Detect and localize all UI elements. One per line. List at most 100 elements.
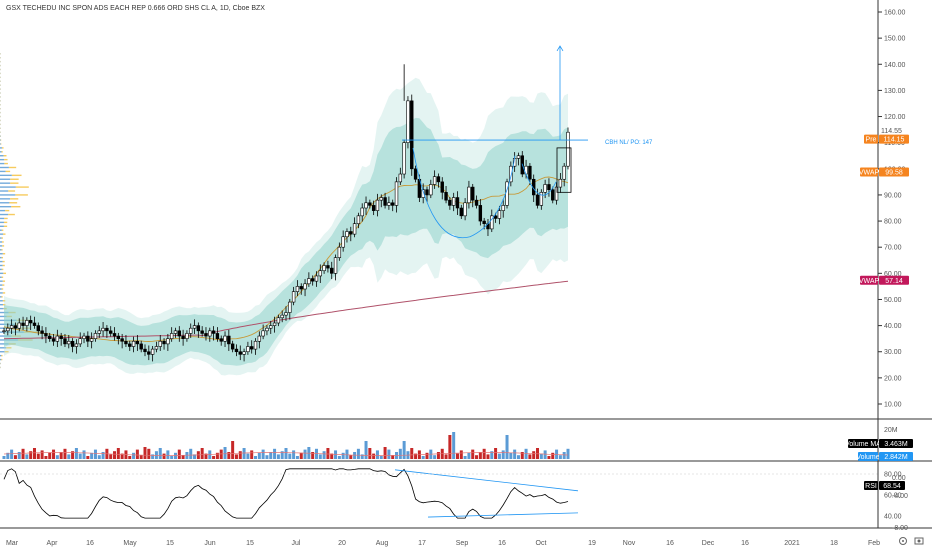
volume-bar — [2, 456, 6, 459]
candle-body — [398, 173, 403, 183]
volume-bar — [74, 448, 78, 459]
time-tick-label: 2021 — [784, 540, 800, 547]
volume-profile-bar — [15, 186, 29, 188]
secondary-tick-label: -8.00 — [892, 525, 908, 532]
volume-profile-bar — [0, 233, 4, 235]
volume-profile-bar — [0, 209, 6, 212]
volume-profile-bar — [0, 272, 4, 275]
candle-body — [360, 207, 364, 217]
settings-icon-ring — [899, 537, 907, 545]
volume-profile-bar — [0, 280, 3, 282]
volume-bar — [48, 452, 52, 459]
volume-profile-bar — [1, 268, 4, 271]
price-labels: 114.55 Pre 114.15 VWAP 99.58 VWAP 57.14 Volume … — [845, 128, 913, 490]
volume-pane — [2, 432, 570, 459]
vwap-value: 99.58 — [885, 170, 903, 177]
volume-bar — [29, 451, 33, 459]
volume-bar — [299, 452, 303, 459]
volume-bar — [261, 449, 265, 459]
candle-body — [387, 202, 391, 206]
candle-body — [109, 330, 113, 334]
volume-bar — [280, 451, 284, 459]
price-tick-label: 60.00 — [884, 271, 902, 278]
volume-profile-bar — [0, 268, 2, 271]
volume-bar — [482, 448, 486, 459]
candle-body — [345, 231, 349, 238]
vwap2-value: 57.14 — [885, 278, 903, 285]
candle-body — [86, 335, 90, 342]
candle-body — [17, 322, 21, 329]
volume-profile-bar — [4, 217, 8, 220]
volume-profile-bar — [8, 190, 16, 192]
volume-profile-bar — [0, 358, 2, 361]
volume-bar — [353, 452, 357, 459]
volume-profile-bar — [0, 162, 5, 165]
volume-profile-bar — [0, 335, 12, 337]
cup-curve — [412, 147, 516, 239]
time-tick-label: 17 — [418, 540, 426, 547]
volume-profile-bar — [3, 221, 8, 224]
volume-bar — [303, 449, 307, 459]
price-tick-label: 110.00 — [884, 140, 905, 147]
volume-bar — [128, 456, 132, 459]
volume-bar — [505, 435, 509, 459]
volume-bar — [337, 456, 341, 459]
candle-body — [291, 291, 296, 303]
candle-body — [242, 351, 246, 355]
volume-profile-bar — [0, 202, 10, 204]
candle-body — [349, 231, 353, 235]
time-tick-label: Dec — [702, 540, 715, 547]
candle-body — [551, 189, 555, 201]
candle-body — [44, 333, 48, 337]
candle-body — [13, 325, 18, 329]
volume-bar — [444, 454, 448, 459]
volume-bar — [52, 449, 56, 459]
rsi-line — [3, 468, 569, 519]
time-tick-label: Jul — [292, 540, 301, 547]
volume-bar — [173, 452, 177, 459]
handle-curve — [521, 163, 557, 196]
time-tick-label: 16 — [666, 540, 674, 547]
volume-bar — [269, 452, 273, 459]
volume-profile-bar — [4, 351, 9, 353]
volume-bar — [547, 456, 551, 459]
volume-profile-bar — [2, 303, 6, 306]
rsi-tick-label: 60.00 — [884, 493, 902, 500]
candle-body — [421, 189, 425, 198]
volume-bar — [120, 453, 124, 459]
inner-band — [4, 117, 568, 366]
volume-profile-bar — [11, 174, 22, 177]
volume-profile-bar — [0, 190, 9, 192]
rsi-tag-bg — [864, 481, 878, 490]
candle-body — [261, 330, 265, 337]
volume-bar — [410, 448, 414, 459]
volume-bar — [162, 453, 166, 459]
volume-profile-bar — [0, 178, 11, 180]
volume-bar — [113, 451, 117, 459]
volume-bar — [402, 441, 406, 459]
candle-body — [181, 335, 185, 339]
volume-ma-line — [3, 452, 569, 456]
volume-profile-bar — [11, 205, 21, 208]
candle-body — [448, 199, 452, 206]
volume-bar — [63, 448, 67, 459]
candle-body — [352, 223, 357, 235]
price-tick-label: 10.00 — [884, 402, 902, 409]
volume-bar — [463, 456, 467, 459]
time-tick-label: 16 — [741, 540, 749, 547]
price-tick-label: 80.00 — [884, 219, 902, 226]
volume-bar — [78, 453, 82, 459]
candle-body — [63, 338, 67, 345]
price-tick-label: 70.00 — [884, 245, 902, 252]
time-tick-label: 20 — [338, 540, 346, 547]
volume-profile-bar — [1, 276, 4, 278]
volume-bar — [360, 454, 364, 459]
candle-body — [234, 348, 239, 353]
volume-bar — [551, 452, 555, 459]
volume-bar — [212, 456, 216, 459]
vwap2-tag-bg — [860, 275, 878, 285]
candle-body — [432, 176, 437, 185]
volume-bar — [10, 449, 14, 459]
volume-bar — [326, 448, 330, 459]
